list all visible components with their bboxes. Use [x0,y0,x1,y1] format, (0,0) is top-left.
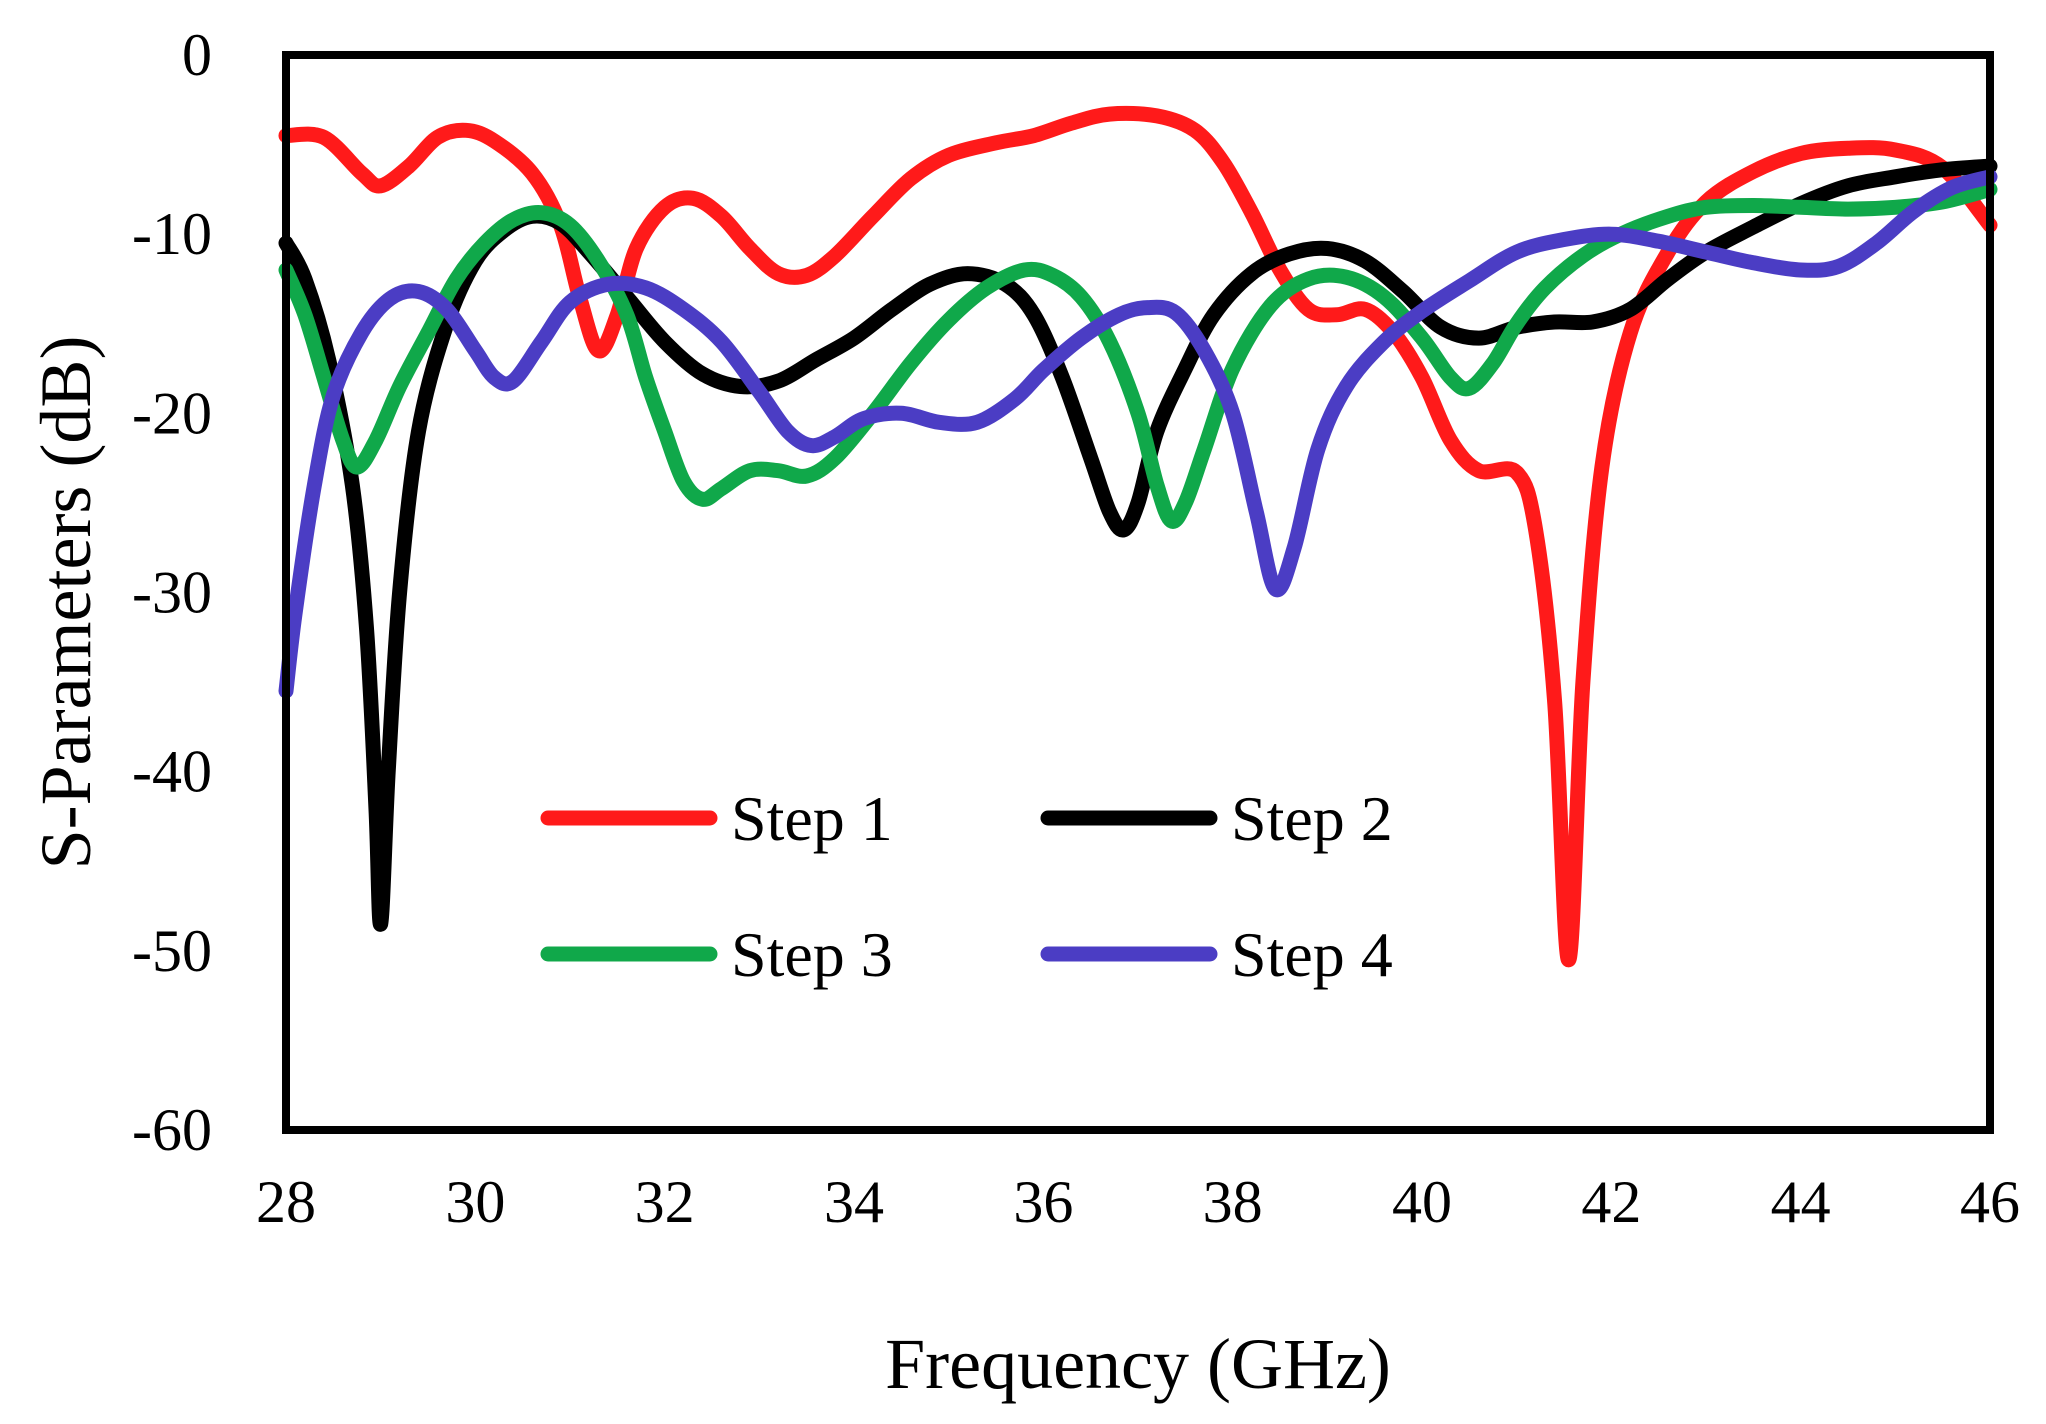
y-tick-label: -50 [132,918,212,984]
x-axis-title: Frequency (GHz) [885,1324,1391,1404]
y-tick-label: -30 [132,560,212,626]
y-tick-label: -20 [132,380,212,446]
y-tick-label: 0 [182,22,212,88]
series-line-step-3 [278,181,1998,529]
series-line-step-2 [278,158,1998,932]
legend: Step 1 Step 2 Step 3 Step 4 [540,783,1393,990]
x-tick-label: 34 [824,1169,884,1235]
x-tick-label: 40 [1392,1169,1452,1235]
x-tick-label: 28 [256,1169,316,1235]
series-layer [278,105,1998,968]
x-axis-ticks: 28 30 32 34 36 38 40 42 44 46 [256,1169,2020,1235]
legend-label-step-4: Step 4 [1231,919,1393,990]
legend-label-step-2: Step 2 [1231,783,1393,854]
x-tick-label: 46 [1960,1169,2020,1235]
series-line-step-1 [278,105,1998,968]
x-tick-label: 42 [1581,1169,1641,1235]
y-tick-label: -60 [132,1097,212,1163]
y-tick-label: -10 [132,201,212,267]
legend-label-step-3: Step 3 [731,919,893,990]
series-line-step-4 [278,169,1998,699]
x-tick-label: 38 [1203,1169,1263,1235]
y-tick-label: -40 [132,739,212,805]
x-tick-label: 36 [1013,1169,1073,1235]
plot-area-frame [282,51,1994,1134]
x-tick-label: 30 [445,1169,505,1235]
legend-label-step-1: Step 1 [731,783,893,854]
y-axis-ticks: 0 -10 -20 -30 -40 -50 -60 [132,22,212,1163]
x-tick-label: 44 [1771,1169,1831,1235]
y-axis-title: S-Parameters (dB) [26,336,106,870]
x-tick-label: 32 [635,1169,695,1235]
